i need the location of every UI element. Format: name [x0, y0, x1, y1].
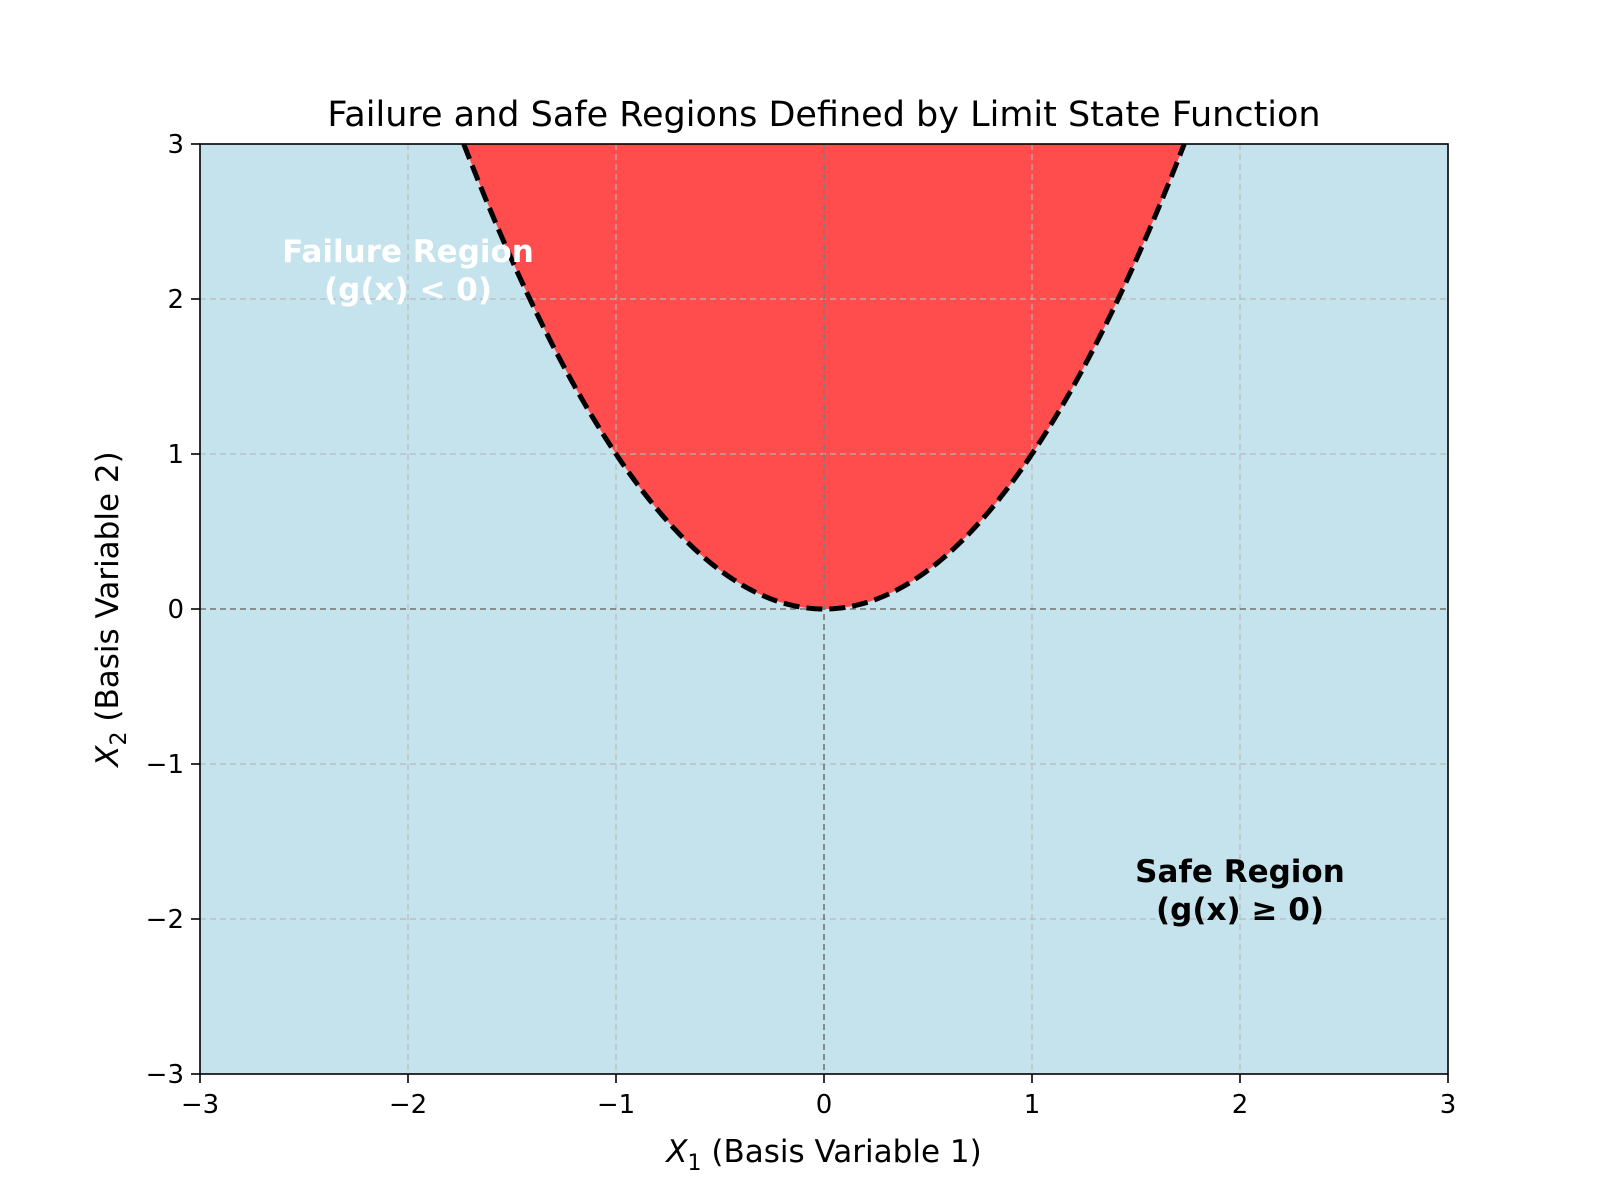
x-tick-label: 0 [816, 1090, 833, 1120]
y-tick-label: 1 [167, 440, 184, 470]
x-tick-label: −1 [597, 1090, 635, 1120]
x-tick-label: 3 [1440, 1090, 1457, 1120]
x-tick-label: 1 [1024, 1090, 1041, 1120]
x-tick-label: −3 [181, 1090, 219, 1120]
region-annotation: Failure Region (g(x) < 0) [282, 234, 534, 308]
y-tick-label: 3 [167, 130, 184, 160]
limit-state-curve [461, 143, 1187, 612]
x-axis-label: X1 (Basis Variable 1) [664, 1134, 981, 1176]
y-tick-label: 2 [167, 285, 184, 315]
y-axis-label: X2 (Basis Variable 2) [90, 451, 132, 768]
x-tick-label: −2 [389, 1090, 427, 1120]
y-tick-label: 0 [167, 595, 184, 625]
y-tick-label: −3 [146, 1060, 184, 1090]
y-tick-label: −1 [146, 750, 184, 780]
chart-title: Failure and Safe Regions Defined by Limi… [327, 95, 1320, 135]
x-tick-label: 2 [1232, 1090, 1249, 1120]
region-annotation: Safe Region (g(x) ≥ 0) [1135, 854, 1345, 928]
y-tick-label: −2 [146, 905, 184, 935]
